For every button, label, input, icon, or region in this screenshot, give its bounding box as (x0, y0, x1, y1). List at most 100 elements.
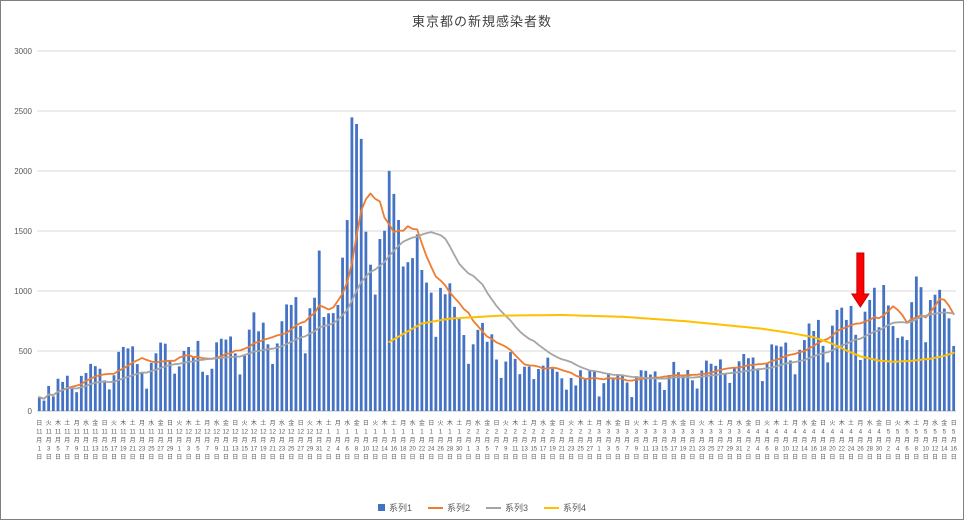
svg-text:水: 水 (736, 419, 742, 427)
svg-text:日: 日 (773, 454, 779, 461)
svg-text:日: 日 (344, 454, 350, 461)
svg-text:金: 金 (615, 419, 621, 427)
svg-text:3: 3 (672, 430, 676, 436)
svg-text:4: 4 (821, 430, 825, 436)
svg-text:4: 4 (747, 430, 751, 436)
svg-text:日: 日 (158, 454, 164, 461)
svg-text:5: 5 (196, 447, 200, 453)
svg-text:3: 3 (663, 430, 667, 436)
svg-text:日: 日 (577, 454, 583, 461)
svg-text:日: 日 (643, 454, 649, 461)
svg-text:2: 2 (887, 447, 891, 453)
svg-text:19: 19 (680, 447, 687, 453)
svg-text:3: 3 (597, 430, 601, 436)
svg-text:11: 11 (64, 430, 71, 436)
series1-bars (37, 117, 956, 412)
svg-text:木: 木 (773, 419, 779, 427)
svg-text:4: 4 (793, 430, 797, 436)
svg-text:12: 12 (269, 430, 276, 436)
svg-text:日: 日 (811, 454, 817, 461)
svg-text:11: 11 (101, 430, 108, 436)
svg-text:日: 日 (783, 454, 789, 461)
svg-text:月: 月 (447, 437, 453, 444)
svg-text:月: 月 (391, 437, 397, 444)
svg-text:0: 0 (28, 407, 33, 416)
svg-text:日: 日 (848, 454, 854, 461)
legend-item-series2: 系列2 (427, 501, 470, 514)
svg-text:日: 日 (764, 454, 770, 461)
svg-text:月: 月 (773, 437, 779, 444)
svg-text:12: 12 (176, 430, 183, 436)
svg-text:1: 1 (336, 430, 340, 436)
svg-text:月: 月 (372, 437, 378, 444)
svg-text:12: 12 (307, 430, 314, 436)
svg-text:土: 土 (130, 419, 136, 427)
svg-text:4: 4 (831, 430, 835, 436)
svg-text:月: 月 (335, 437, 341, 444)
svg-text:月: 月 (176, 437, 182, 444)
svg-text:日: 日 (755, 454, 761, 461)
svg-text:日: 日 (83, 454, 89, 461)
svg-text:11: 11 (512, 447, 519, 453)
svg-text:7: 7 (495, 447, 499, 453)
svg-text:日: 日 (680, 454, 686, 461)
svg-text:14: 14 (381, 447, 388, 453)
svg-text:火: 火 (372, 420, 378, 427)
svg-text:月: 月 (615, 437, 621, 444)
svg-text:月: 月 (409, 437, 415, 444)
svg-text:23: 23 (139, 447, 146, 453)
svg-text:月: 月 (605, 437, 611, 444)
svg-text:月: 月 (624, 437, 630, 444)
svg-text:6: 6 (346, 447, 350, 453)
svg-text:日: 日 (699, 454, 705, 461)
svg-text:金: 金 (941, 419, 947, 427)
svg-text:月: 月 (316, 437, 322, 444)
svg-text:12: 12 (288, 430, 295, 436)
svg-text:月: 月 (55, 437, 61, 444)
svg-text:月: 月 (232, 437, 238, 444)
svg-text:水: 水 (148, 419, 154, 427)
svg-text:11: 11 (120, 430, 127, 436)
svg-text:日: 日 (736, 454, 742, 461)
svg-text:水: 水 (475, 419, 481, 427)
svg-text:7: 7 (206, 447, 210, 453)
svg-text:23: 23 (279, 447, 286, 453)
legend-label-series4: 系列4 (563, 503, 587, 513)
series4-line-swatch-icon (544, 506, 560, 509)
svg-text:5: 5 (915, 430, 919, 436)
svg-text:3: 3 (691, 430, 695, 436)
svg-text:日: 日 (428, 454, 434, 461)
svg-text:木: 木 (55, 419, 61, 427)
red-arrow-annotation-icon (850, 252, 870, 308)
svg-text:木: 木 (447, 419, 453, 427)
svg-text:月: 月 (857, 437, 863, 444)
svg-text:金: 金 (354, 419, 360, 427)
svg-text:日: 日 (409, 454, 415, 461)
svg-text:日: 日 (717, 454, 723, 461)
svg-text:日: 日 (251, 454, 257, 461)
svg-text:21: 21 (129, 447, 136, 453)
svg-text:日: 日 (559, 454, 565, 461)
svg-text:日: 日 (270, 454, 276, 461)
svg-text:水: 水 (605, 419, 611, 427)
svg-text:23: 23 (568, 447, 575, 453)
svg-text:27: 27 (717, 447, 724, 453)
svg-text:月: 月 (484, 437, 490, 444)
svg-text:月: 月 (92, 437, 98, 444)
svg-text:11: 11 (148, 430, 155, 436)
svg-text:日: 日 (186, 454, 192, 461)
svg-text:29: 29 (726, 447, 733, 453)
svg-text:日: 日 (195, 454, 201, 461)
svg-text:月: 月 (419, 437, 425, 444)
svg-text:日: 日 (36, 420, 42, 427)
svg-text:日: 日 (820, 454, 826, 461)
svg-text:土: 土 (195, 419, 201, 427)
svg-text:31: 31 (736, 447, 743, 453)
svg-text:月: 月 (503, 437, 509, 444)
svg-text:1: 1 (346, 430, 350, 436)
svg-text:1: 1 (420, 430, 424, 436)
svg-text:27: 27 (586, 447, 593, 453)
svg-text:2: 2 (327, 447, 331, 453)
svg-text:土: 土 (64, 419, 70, 427)
svg-text:月: 月 (596, 420, 602, 427)
